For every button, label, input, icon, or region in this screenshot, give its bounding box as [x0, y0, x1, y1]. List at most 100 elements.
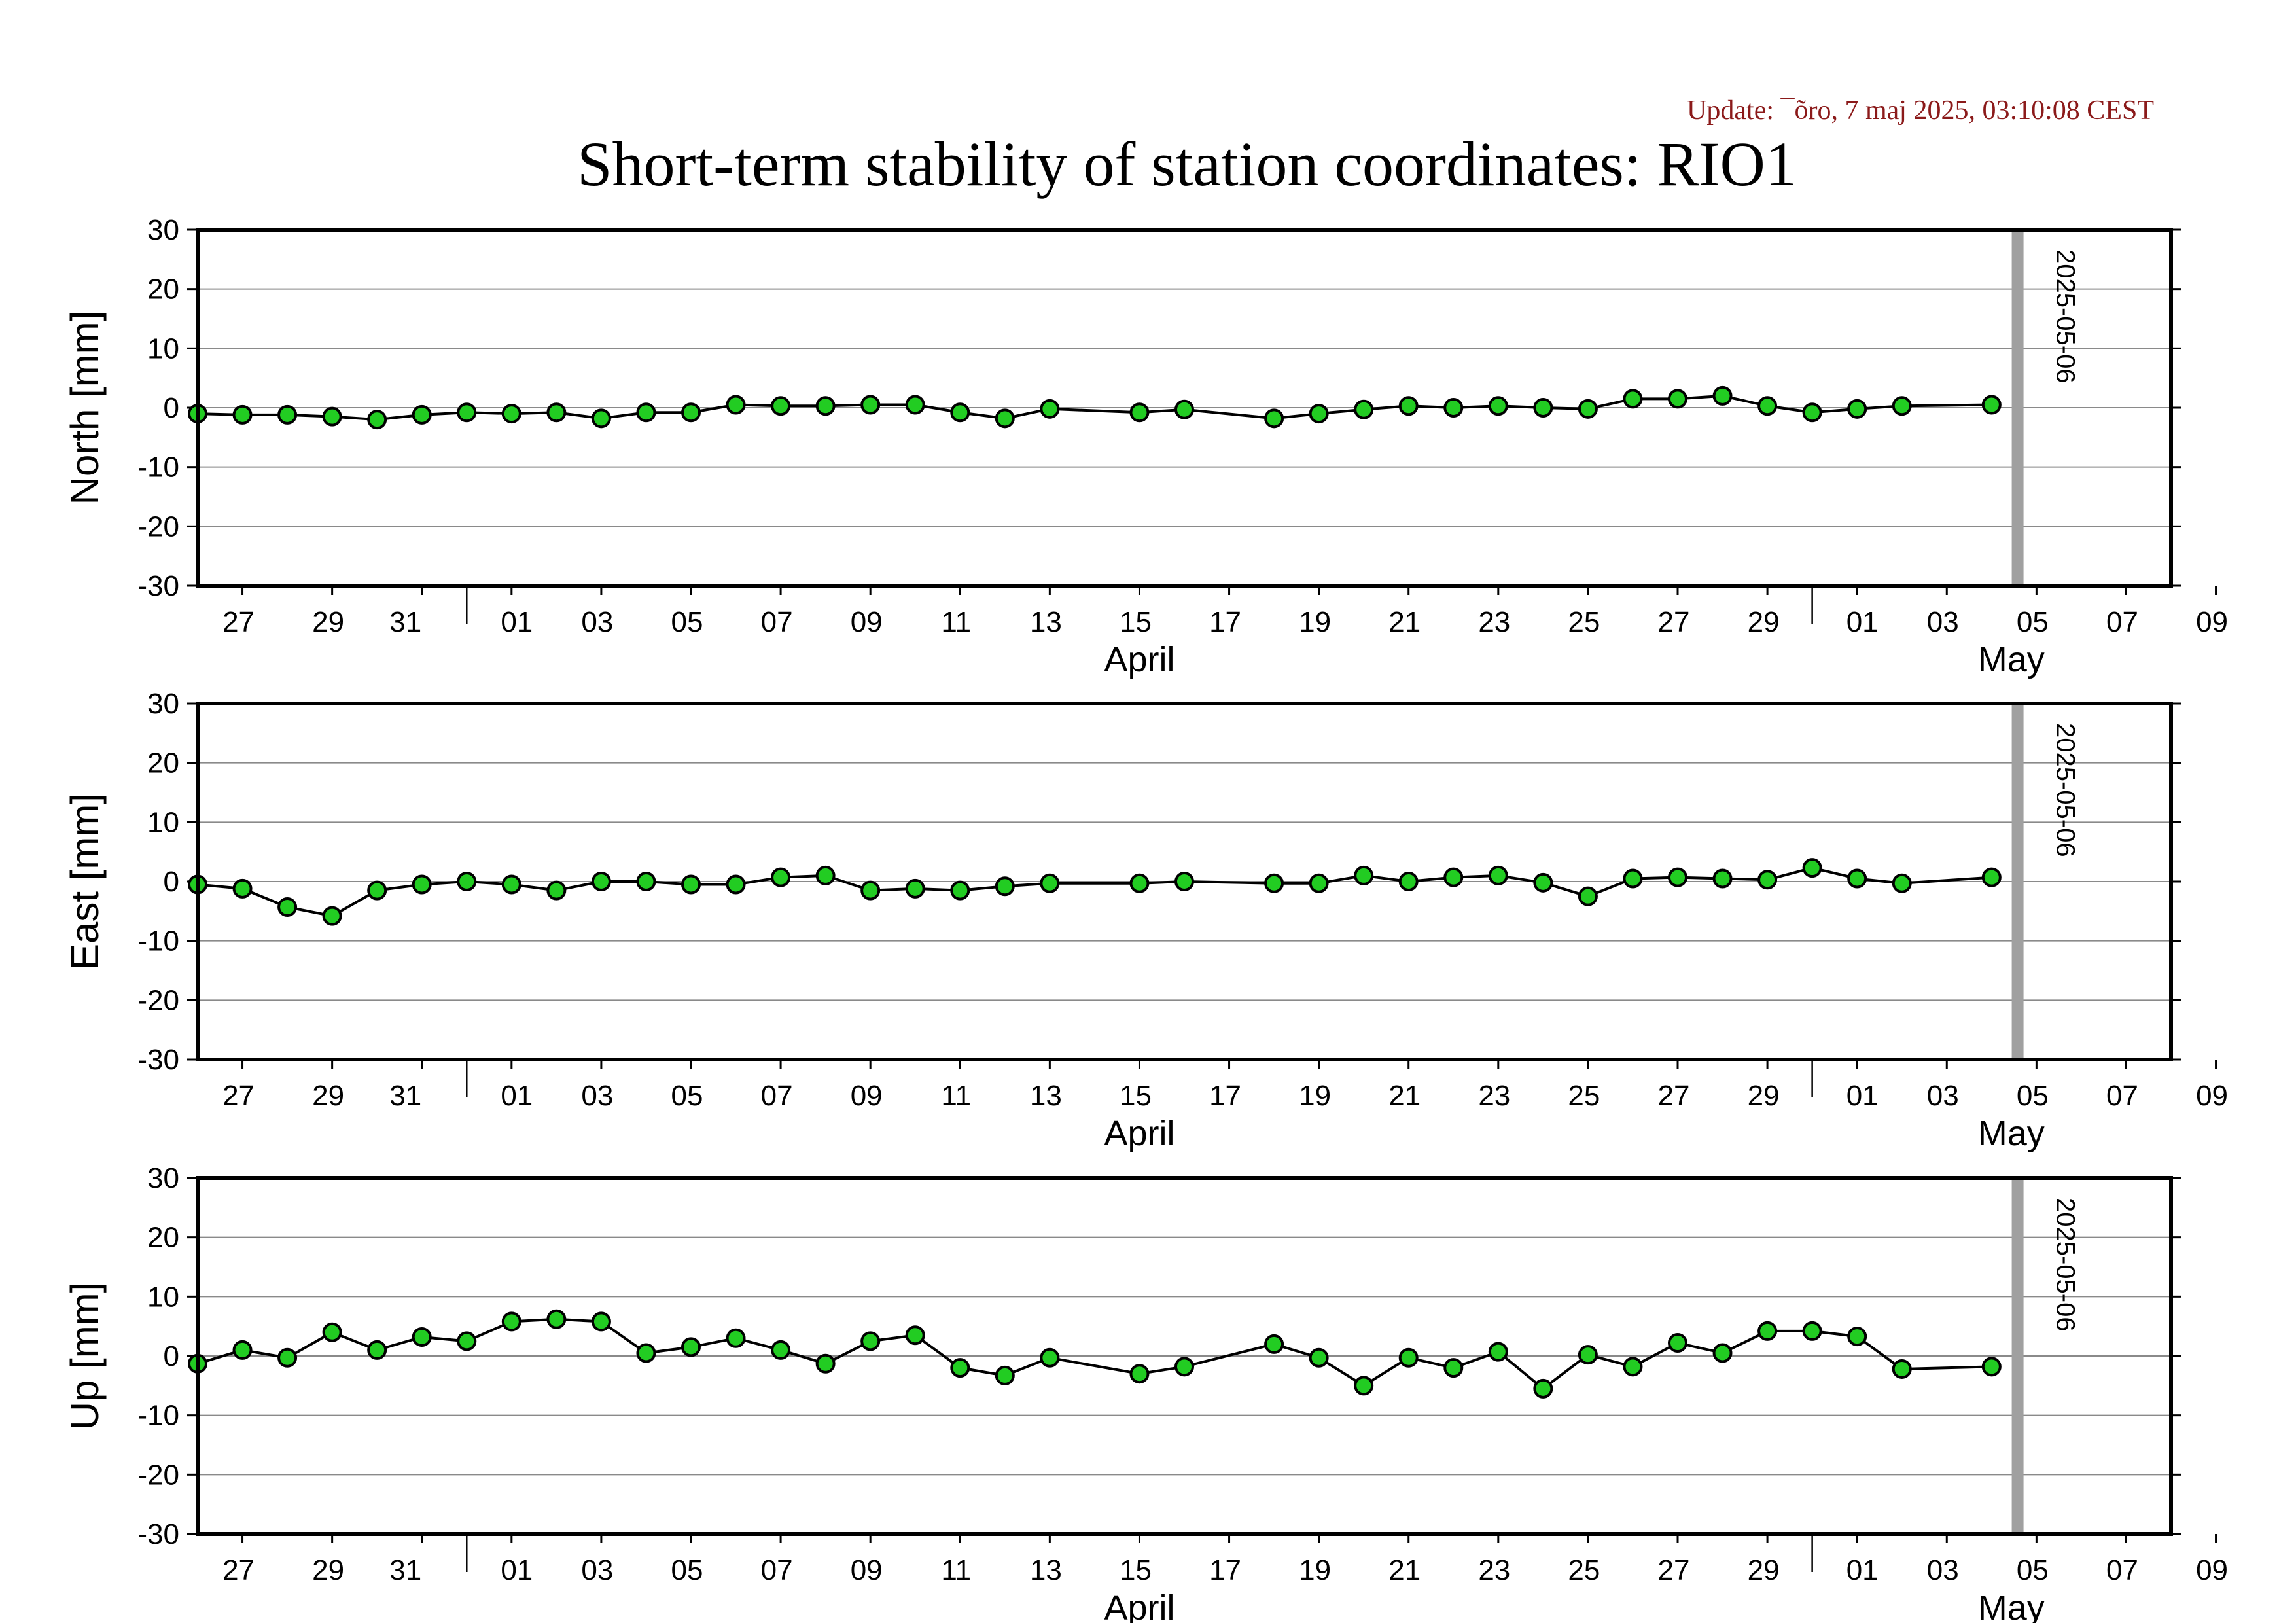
data-point — [860, 395, 881, 415]
x-tick-label: 11 — [941, 606, 971, 638]
data-point — [546, 1309, 567, 1329]
x-tick-label: 27 — [1658, 606, 1690, 638]
data-point — [1757, 1321, 1778, 1341]
x-tick-label: 05 — [2017, 1080, 2049, 1112]
data-point — [501, 404, 521, 424]
x-tick-label: 25 — [1568, 606, 1600, 638]
plot-frame — [196, 228, 2173, 588]
x-tick-label: 31 — [389, 1554, 421, 1586]
plot-frame — [196, 1176, 2173, 1536]
data-point — [1264, 408, 1284, 429]
y-tick-label: 30 — [147, 1162, 179, 1194]
y-tick-label: -30 — [137, 1044, 179, 1076]
data-point — [1623, 868, 1643, 889]
data-point — [905, 878, 925, 899]
current-day-label: 2025-05-06 — [2051, 723, 2080, 857]
data-point — [860, 880, 881, 901]
data-point — [1802, 858, 1822, 878]
data-point — [1264, 1334, 1284, 1354]
x-tick-label: 23 — [1478, 1554, 1510, 1586]
y-tick-label: 20 — [147, 1222, 179, 1254]
data-point — [1892, 396, 1912, 416]
data-point — [905, 395, 925, 415]
data-point — [815, 1353, 836, 1374]
data-point — [1309, 1347, 1329, 1368]
y-tick-label: -30 — [137, 1518, 179, 1550]
y-tick-label: -20 — [137, 510, 179, 543]
data-point — [1174, 399, 1194, 419]
x-tick-label: 03 — [1927, 1080, 1959, 1112]
data-point — [322, 406, 342, 427]
data-point — [1309, 873, 1329, 893]
x-tick-label: 15 — [1120, 1554, 1152, 1586]
x-tick-label: 19 — [1299, 606, 1331, 638]
data-point — [1174, 1357, 1194, 1377]
data-point — [1892, 873, 1912, 893]
x-tick-label: 09 — [851, 1554, 883, 1586]
data-point — [546, 402, 567, 423]
current-day-bar — [2011, 704, 2024, 1060]
x-tick-label: 09 — [2196, 606, 2228, 638]
x-tick-label: 07 — [2106, 606, 2138, 638]
data-point — [1040, 1347, 1060, 1368]
y-tick-label: 0 — [164, 392, 179, 424]
data-point — [1398, 396, 1419, 416]
data-point — [591, 872, 611, 891]
data-point — [950, 880, 970, 901]
data-point — [1757, 396, 1778, 416]
data-point — [1533, 398, 1553, 418]
y-tick-label: 0 — [164, 1340, 179, 1372]
x-tick-label: 07 — [761, 606, 793, 638]
month-label-may: May — [1978, 640, 2045, 679]
data-point — [1443, 398, 1464, 418]
data-point — [1981, 867, 2002, 887]
x-tick-label: 31 — [389, 606, 421, 638]
data-point — [995, 1365, 1015, 1385]
y-tick-label: -20 — [137, 984, 179, 1016]
x-tick-label: 29 — [1748, 1554, 1780, 1586]
x-tick-label: 27 — [222, 1080, 255, 1112]
data-point — [1623, 389, 1643, 409]
data-point — [1802, 1321, 1822, 1341]
x-tick-label: 19 — [1299, 1554, 1331, 1586]
data-point — [367, 880, 387, 901]
x-tick-label: 17 — [1209, 1554, 1241, 1586]
month-label-april: April — [1104, 640, 1174, 679]
data-point — [636, 872, 656, 891]
x-tick-label: 21 — [1388, 1080, 1421, 1112]
x-tick-label: 25 — [1568, 1554, 1600, 1586]
current-day-label: 2025-05-06 — [2051, 1198, 2080, 1332]
x-tick-label: 11 — [941, 1554, 971, 1586]
data-point — [1488, 865, 1508, 885]
data-point — [412, 404, 432, 425]
data-point — [1533, 1378, 1553, 1399]
y-axis-label: Up [mm] — [63, 1282, 107, 1431]
x-tick-label: 07 — [761, 1554, 793, 1586]
data-point — [681, 402, 701, 423]
x-tick-label: 05 — [671, 1080, 703, 1112]
x-tick-label: 29 — [312, 1554, 344, 1586]
data-point — [591, 408, 611, 429]
x-tick-label: 09 — [851, 606, 883, 638]
plot-frame — [196, 702, 2173, 1061]
data-point — [501, 874, 521, 895]
x-tick-label: 01 — [501, 606, 533, 638]
data-point — [1578, 1345, 1598, 1365]
data-point — [1264, 873, 1284, 893]
data-point — [277, 404, 298, 425]
x-tick-label: 05 — [671, 1554, 703, 1586]
data-point — [1443, 867, 1464, 887]
x-tick-label: 03 — [1927, 606, 1959, 638]
data-point — [726, 395, 746, 415]
data-point — [457, 872, 477, 891]
data-point — [1129, 1364, 1150, 1384]
data-point — [546, 880, 567, 901]
x-tick-label: 01 — [1846, 1554, 1879, 1586]
y-tick-label: -10 — [137, 452, 179, 484]
y-tick-label: 10 — [147, 1281, 179, 1313]
x-tick-label: 15 — [1120, 606, 1152, 638]
x-tick-label: 29 — [1748, 606, 1780, 638]
y-tick-label: 20 — [147, 274, 179, 306]
y-tick-label: 30 — [147, 688, 179, 720]
